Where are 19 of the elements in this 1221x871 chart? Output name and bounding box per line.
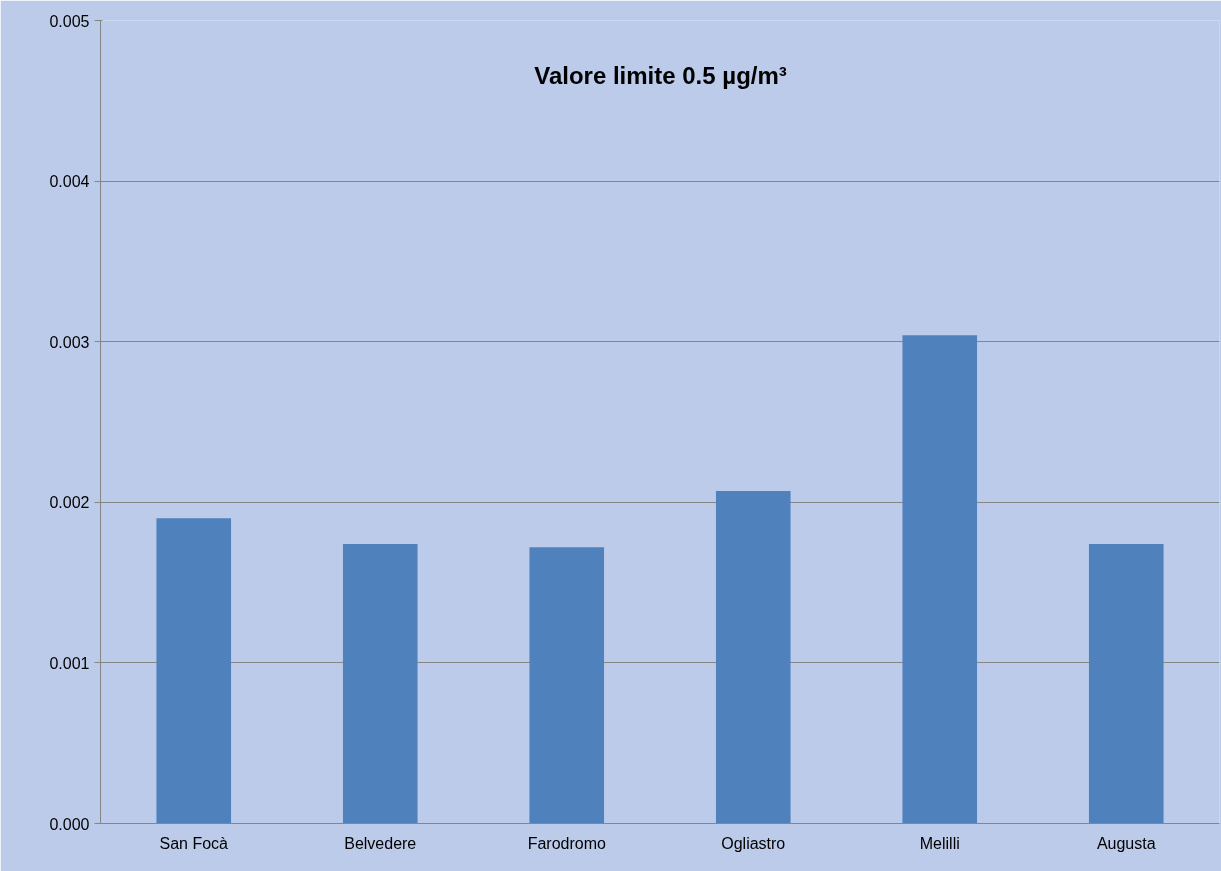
y-tick-label: 0.003 bbox=[49, 333, 90, 351]
x-tick-label: Augusta bbox=[1096, 834, 1156, 852]
bar bbox=[529, 547, 605, 824]
y-tick-label: 0.002 bbox=[49, 494, 90, 512]
bar bbox=[342, 544, 418, 824]
bar bbox=[902, 335, 978, 824]
bar bbox=[1088, 544, 1164, 824]
x-tick-label: San Focà bbox=[159, 834, 229, 852]
annotation: Valore limite 0.5 µg/m³ bbox=[534, 61, 787, 89]
x-tick-label: Belvedere bbox=[344, 834, 417, 852]
x-tick-label: Farodromo bbox=[527, 834, 606, 852]
y-tick-label: 0.005 bbox=[49, 12, 90, 30]
y-tick-label: 0.004 bbox=[49, 173, 90, 191]
bar bbox=[156, 518, 232, 824]
y-tick-label: 0.001 bbox=[49, 654, 90, 672]
x-tick-label: Melilli bbox=[919, 834, 960, 852]
bar bbox=[715, 491, 791, 824]
x-tick-label: Ogliastro bbox=[721, 834, 786, 852]
y-tick-label: 0.000 bbox=[49, 815, 90, 833]
